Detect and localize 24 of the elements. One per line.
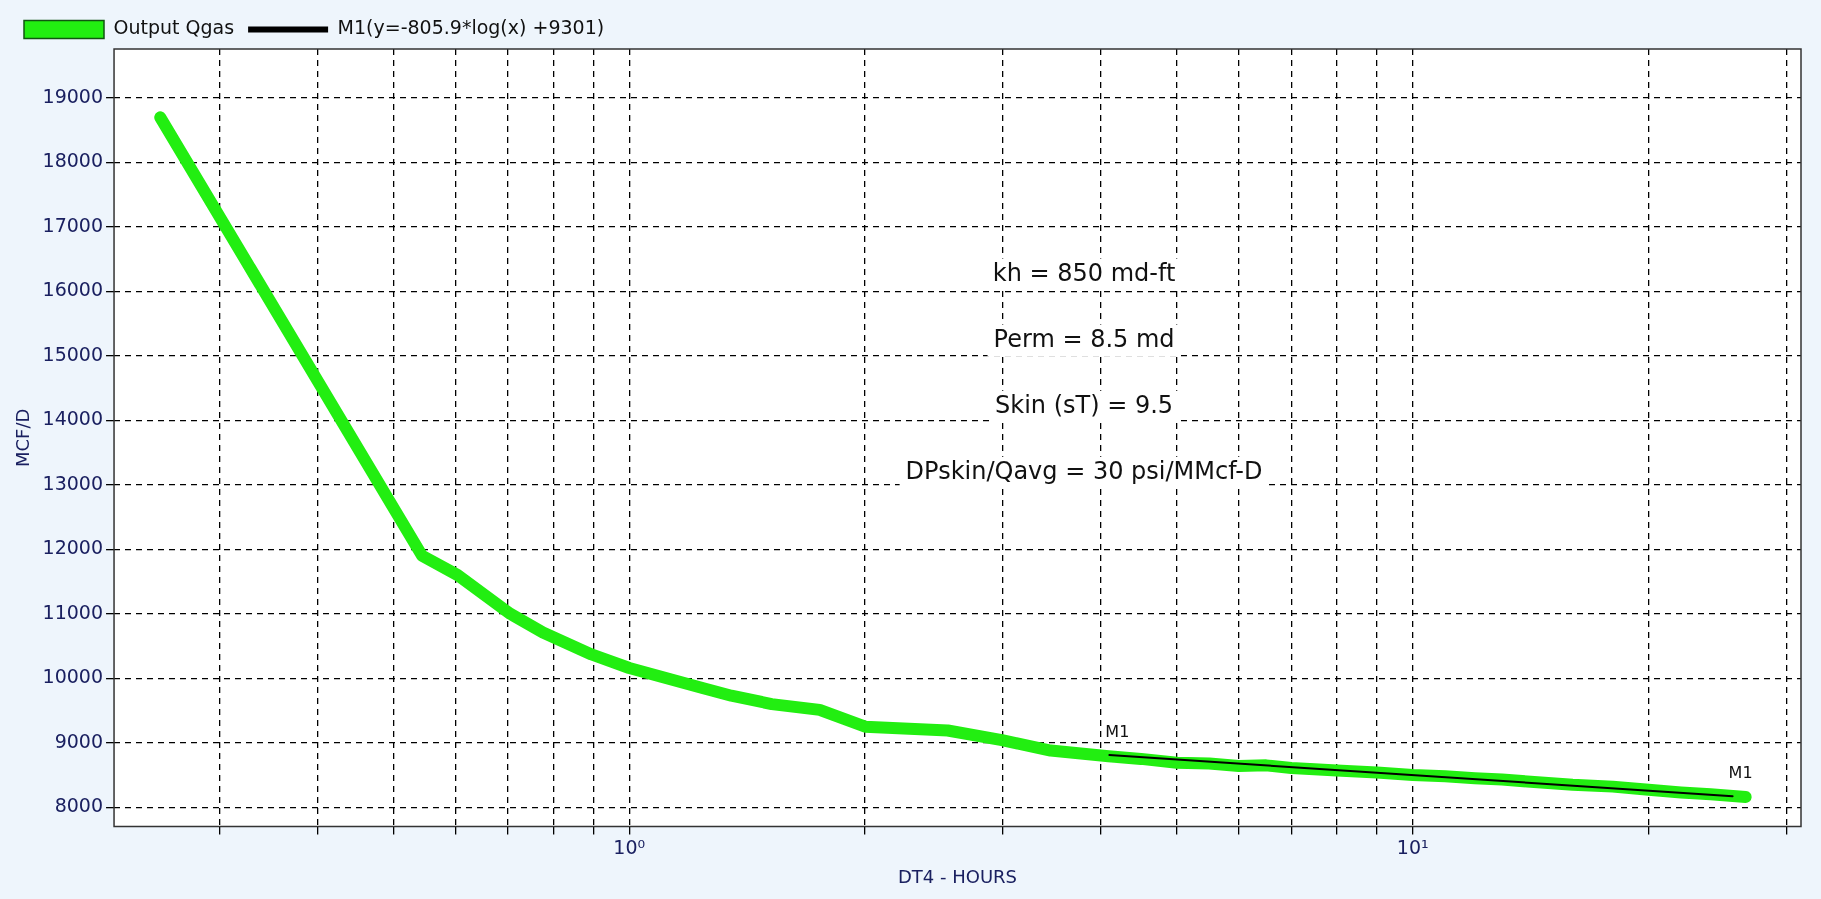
y-tick-label: 16000 [42,278,104,301]
annotation: Skin (sT) = 9.5 [995,390,1174,419]
y-tick-label: 9000 [54,729,104,752]
legend-label: M1(y=-805.9*log(x) +9301) [337,16,605,39]
y-tick-label: 14000 [42,407,104,430]
x-tick-label: 10⁰ [613,835,646,858]
y-tick-label: 17000 [42,213,104,236]
y-tick-label: 12000 [42,536,104,559]
annotation: DPskin/Qavg = 30 psi/MMcf-D [905,457,1263,486]
x-tick-label: 10¹ [1396,835,1429,858]
y-tick-label: 19000 [42,84,104,107]
y-axis-title: MCF/D [12,408,34,467]
y-tick-label: 11000 [42,600,104,623]
y-tick-label: 8000 [54,794,104,817]
y-tick-label: 10000 [42,665,104,688]
annotation: M1 [1105,722,1130,742]
legend-label: Output Qgas [113,16,235,39]
y-tick-label: 18000 [42,149,104,172]
y-tick-label: 13000 [42,471,104,494]
annotation: kh = 850 md-ft [992,258,1176,287]
x-axis-title: DT4 - HOURS [897,865,1018,887]
annotation: Perm = 8.5 md [993,324,1175,353]
annotation: M1 [1728,763,1753,783]
y-tick-label: 15000 [42,342,104,365]
